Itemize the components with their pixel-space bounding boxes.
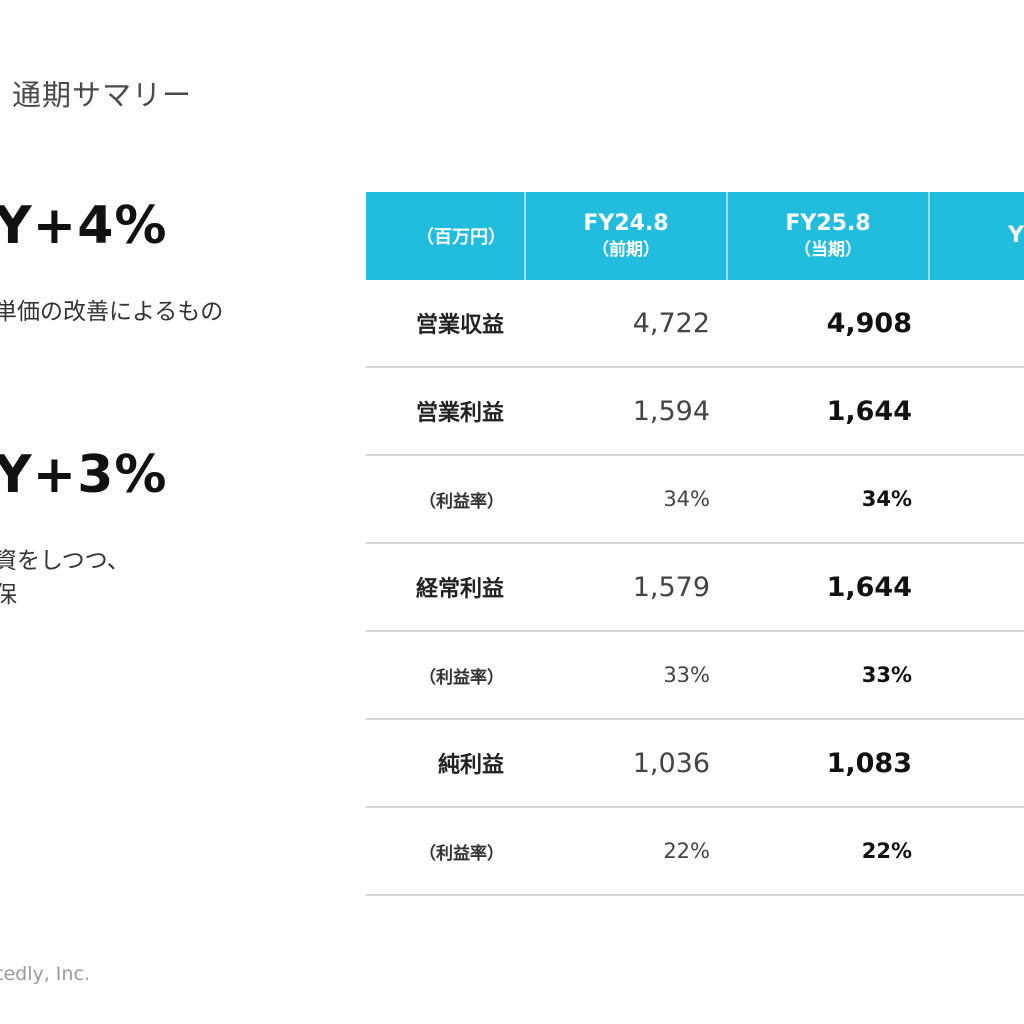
kpi-profit-growth: Y+3% <box>0 445 168 505</box>
row-prev-value: 1,579 <box>632 571 710 603</box>
row-curr-value: 33% <box>861 663 912 687</box>
copyright-footer: tedly, Inc. <box>0 963 90 985</box>
page-title: 通期サマリー <box>12 78 193 112</box>
row-curr-value: 34% <box>861 487 912 511</box>
row-label: （利益率） <box>419 667 504 688</box>
header-prev-main: FY24.8 <box>583 211 669 236</box>
row-prev-value: 1,036 <box>632 747 710 779</box>
table-row: 経常利益 1,579 1,644 <box>366 544 1024 632</box>
kpi-revenue-note: 単価の改善によるもの <box>0 295 223 329</box>
row-label: 営業収益 <box>415 313 504 338</box>
header-curr-sub: （当期） <box>794 240 862 260</box>
kpi-revenue-growth: Y+4% <box>0 196 168 256</box>
header-prev-period: FY24.8 （前期） <box>526 192 728 280</box>
row-prev-value: 34% <box>663 487 710 511</box>
row-label: 営業利益 <box>415 401 504 426</box>
row-prev-value: 4,722 <box>632 307 710 339</box>
kpi-revenue-note-line: 単価の改善によるもの <box>0 299 224 325</box>
row-prev-value: 22% <box>663 839 710 863</box>
table-header: （百万円） FY24.8 （前期） FY25.8 （当期） Y( <box>366 192 1024 280</box>
table-row: （利益率） 33% 33% <box>366 632 1024 720</box>
row-label: 経常利益 <box>415 577 504 602</box>
row-curr-value: 1,644 <box>826 395 912 427</box>
header-prev-sub: （前期） <box>592 240 660 260</box>
table-row: 純利益 1,036 1,083 <box>366 720 1024 808</box>
row-label: 純利益 <box>437 753 504 778</box>
row-curr-value: 4,908 <box>826 307 912 339</box>
row-label: （利益率） <box>419 843 504 864</box>
table-row: 営業利益 1,594 1,644 <box>366 368 1024 456</box>
row-prev-value: 1,594 <box>632 395 710 427</box>
header-yoy-text: Y( <box>1008 223 1024 248</box>
table-row: （利益率） 34% 34% <box>366 456 1024 544</box>
kpi-profit-note-line: 資をしつつ、 <box>0 548 130 574</box>
financial-summary-table: （百万円） FY24.8 （前期） FY25.8 （当期） Y( 営業収益 4,… <box>366 192 1024 896</box>
row-label: （利益率） <box>419 491 504 512</box>
header-unit-text: （百万円） <box>416 227 506 248</box>
table-row: 営業収益 4,722 4,908 <box>366 280 1024 368</box>
kpi-profit-note-line: 保 <box>0 582 17 608</box>
kpi-profit-note: 資をしつつ、 保 <box>0 544 130 612</box>
header-unit: （百万円） <box>366 192 526 280</box>
header-curr-period: FY25.8 （当期） <box>728 192 930 280</box>
header-curr-main: FY25.8 <box>785 211 871 236</box>
row-curr-value: 1,083 <box>826 747 912 779</box>
row-curr-value: 1,644 <box>826 571 912 603</box>
header-yoy: Y( <box>930 192 1024 280</box>
row-prev-value: 33% <box>663 663 710 687</box>
row-curr-value: 22% <box>861 839 912 863</box>
table-row: （利益率） 22% 22% <box>366 808 1024 896</box>
